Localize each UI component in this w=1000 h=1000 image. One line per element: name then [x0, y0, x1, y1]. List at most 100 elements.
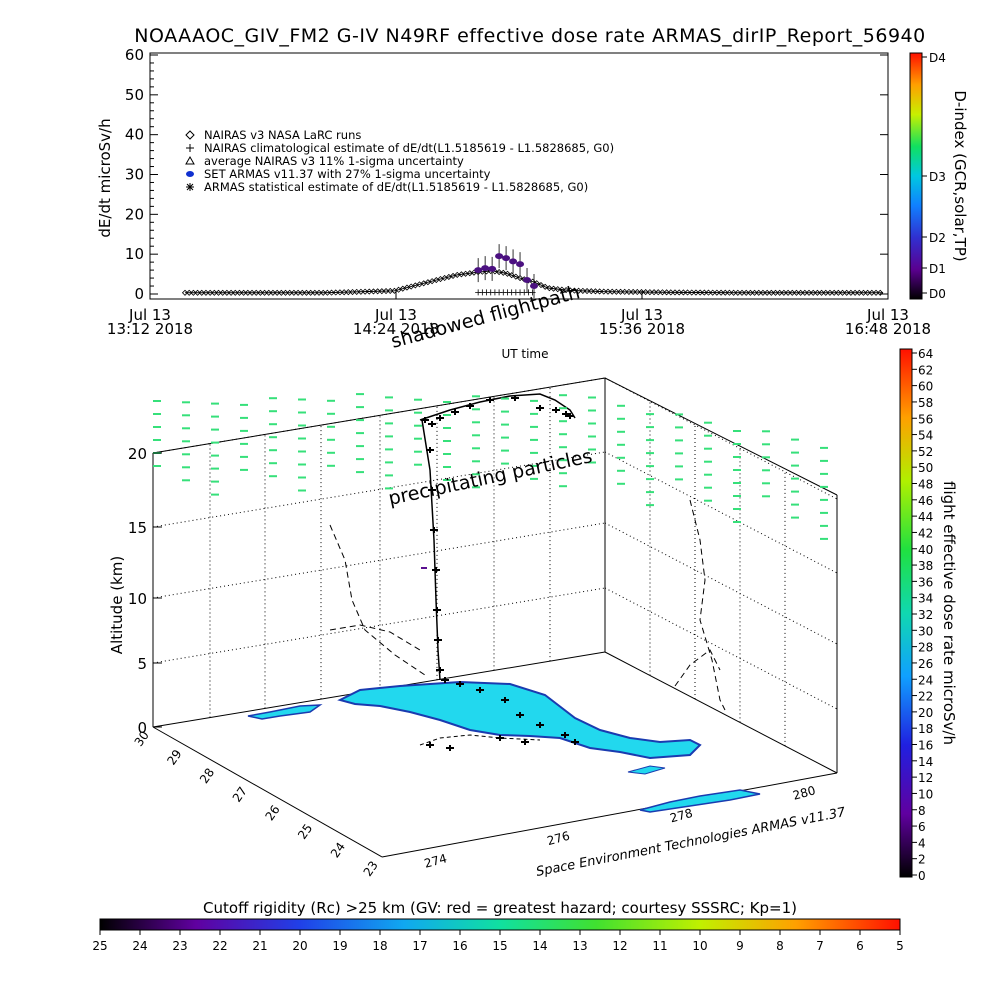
particle-marker [791, 490, 799, 493]
dose-rate-point [436, 415, 444, 421]
nairas-point [290, 289, 297, 296]
nairas-point [496, 269, 503, 276]
nairas-point [257, 289, 264, 296]
particle-marker [153, 439, 161, 441]
nairas-point [847, 289, 854, 296]
dose-rate-point [466, 403, 474, 409]
cutoff-rigidity-title: Cutoff rigidity (Rc) >25 km (GV: red = g… [203, 899, 797, 917]
particle-marker [298, 450, 306, 453]
land-islet [627, 765, 666, 775]
nairas-point [311, 289, 318, 296]
particle-marker [298, 398, 306, 401]
nairas-point [596, 288, 603, 295]
shadow-track-left [329, 524, 426, 676]
particle-marker [530, 451, 538, 454]
nairas-point [634, 288, 641, 296]
nairas-point [244, 289, 251, 296]
particle-marker [588, 396, 596, 399]
nairas-point [755, 289, 762, 296]
nairas-point [688, 289, 695, 296]
particle-marker [153, 400, 161, 402]
nairas-point [341, 289, 348, 296]
nairas-point [248, 289, 256, 296]
nairas-point [236, 289, 243, 296]
time-series-x-label: UT time [501, 347, 548, 361]
cutoff-rigidity-tick-label: 11 [652, 939, 667, 953]
nairas-point [860, 289, 867, 296]
dose-rate-tick-label: 42 [918, 526, 933, 540]
particle-marker [327, 451, 335, 454]
dose-rate-point [566, 413, 574, 419]
nairas-point [772, 289, 779, 296]
nairas-point [676, 289, 683, 296]
nairas-point [734, 289, 741, 296]
dose-rate-tick-label: 14 [918, 755, 933, 769]
particle-marker [501, 436, 509, 439]
particle-marker [530, 477, 538, 480]
particle-marker [385, 461, 393, 464]
shadowed-flightpath-annotation: shadowed flightpath [389, 281, 583, 353]
dose-rate-tick-label: 54 [918, 429, 933, 443]
nairas-series-line [185, 270, 883, 294]
nairas-point [516, 275, 524, 282]
cutoff-rigidity-colorbar-panel: Cutoff rigidity (Rc) >25 km (GV: red = g… [92, 899, 903, 953]
nairas-point [345, 289, 352, 296]
dose-rate-tick-label: 44 [918, 510, 933, 524]
particle-marker [704, 421, 712, 424]
nairas-point [550, 285, 557, 292]
particle-marker [501, 462, 509, 465]
grid-line [152, 451, 606, 528]
particle-marker [211, 454, 219, 457]
shadow-track-right [689, 499, 726, 711]
nairas-point [571, 287, 578, 294]
grid-line [604, 451, 838, 574]
nairas-point [625, 288, 632, 295]
particle-marker [530, 399, 538, 402]
nairas-point [328, 289, 335, 296]
nairas-point [751, 289, 758, 296]
particle-marker [704, 447, 712, 450]
particle-marker [182, 401, 190, 404]
particle-marker [443, 401, 451, 403]
nairas-point [613, 288, 620, 295]
nairas-point [743, 289, 750, 296]
cutoff-rigidity-colorbar [99, 918, 901, 931]
particle-marker [733, 456, 741, 458]
nairas-point [801, 289, 808, 296]
latitude-tick-label: 25 [295, 821, 315, 842]
particle-marker [472, 408, 480, 411]
particle-marker [762, 482, 770, 485]
dose-rate-tick-label: 52 [918, 445, 933, 459]
legend-label: SET ARMAS v11.37 with 27% 1-sigma uncert… [204, 167, 491, 181]
florida-land-map [247, 680, 761, 813]
dose-rate-tick-label: 8 [918, 804, 926, 818]
nairas-point [747, 289, 754, 296]
x-tick-time: 16:48 2018 [845, 320, 931, 338]
dose-rate-point [426, 742, 434, 748]
legend-plus-icon [186, 144, 194, 152]
grid-line [604, 587, 838, 710]
particle-marker [182, 453, 190, 456]
d-index-colorbar-label: D-index (GCR,solar,TP) [951, 90, 969, 261]
particle-marker [791, 451, 799, 454]
land-keys [639, 789, 761, 813]
nairas-point [839, 289, 846, 296]
particle-marker [269, 462, 277, 465]
nairas-point [722, 289, 729, 296]
cutoff-rigidity-tick-label: 10 [692, 939, 707, 953]
nairas-point [835, 289, 842, 296]
particle-marker [762, 495, 770, 498]
nairas-point [349, 288, 356, 296]
legend-entry: ARMAS statistical estimate of dE/dt(L1.5… [186, 180, 588, 194]
particle-marker [646, 504, 654, 507]
particle-marker [791, 464, 799, 467]
nairas-point [701, 289, 708, 296]
nairas-point [232, 289, 239, 296]
particle-marker [298, 411, 306, 414]
particle-marker [762, 469, 770, 472]
nairas-point [558, 286, 565, 293]
particle-marker [153, 426, 161, 428]
nairas-point [617, 288, 624, 295]
y-tick-label: 20 [125, 205, 144, 223]
shadow-track-right-lower [674, 649, 721, 687]
